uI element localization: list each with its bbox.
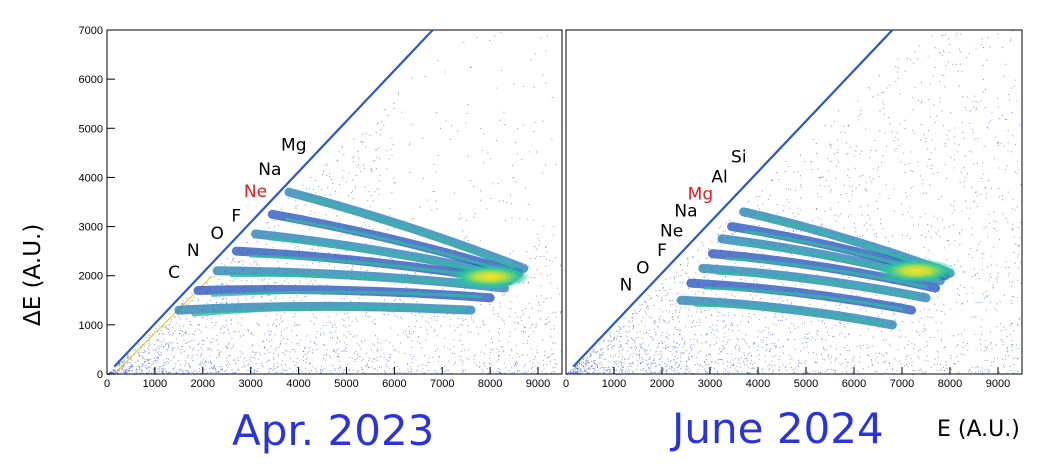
y-tick-label: 3000 [79,222,103,234]
x-tick-label: 0 [563,378,569,390]
y-tick-label: 0 [97,369,103,381]
x-tick-label: 1000 [602,378,626,390]
element-label-na: Na [258,160,281,180]
x-tick-label: 4000 [286,378,310,390]
element-label-al: Al [711,167,727,187]
x-tick-label: 6000 [842,378,866,390]
element-label-n: N [187,241,200,261]
x-tick-label: 2000 [191,378,215,390]
left-panel-caption: Apr. 2023 [232,410,434,452]
panel-1: 0 1000 2000 3000 4000 5000 6000 7000 8000 9000 0 10… [79,25,563,390]
x-tick-label: 5000 [334,378,358,390]
x-tick-label: 2000 [650,378,674,390]
element-label-o: O [210,224,223,244]
x-tick-label: 5000 [794,378,818,390]
y-axis-label: ΔE (A.U.) [20,176,50,206]
x-tick-label: 8000 [478,378,502,390]
x-tick-label: 9000 [526,378,550,390]
plot-frame [566,30,1022,374]
y-tick-label: 5000 [79,123,103,135]
panel-2: 0 1000 2000 3000 4000 5000 6000 7000 8000 9000 NOF… [563,30,1023,390]
element-label-n: N [620,275,633,295]
y-tick-label: 4000 [79,172,103,184]
element-label-f: F [657,241,667,261]
element-label-f: F [231,207,241,227]
element-label-o: O [636,258,649,278]
element-label-na: Na [674,202,697,222]
y-tick-label: 1000 [79,320,103,332]
element-label-si: Si [731,148,747,168]
x-tick-label: 6000 [382,378,406,390]
x-tick-label: 9000 [986,378,1010,390]
right-panel-caption: June 2024 [672,408,884,450]
y-tick-label: 7000 [79,25,103,37]
y-tick-label: 2000 [79,271,103,283]
y-tick-label: 6000 [79,74,103,86]
element-label-ne: Ne [660,221,683,241]
x-tick-label: 0 [104,378,110,390]
x-tick-label: 7000 [430,378,454,390]
x-tick-label: 3000 [238,378,262,390]
element-label-ne: Ne [244,182,267,202]
x-tick-label: 4000 [746,378,770,390]
x-tick-label: 1000 [143,378,167,390]
x-axis-label: E (A.U.) [937,417,1020,442]
x-tick-label: 3000 [698,378,722,390]
intensity-peak [876,259,956,283]
element-label-mg: Mg [688,185,713,205]
x-tick-label: 7000 [890,378,914,390]
intensity-peak [450,265,530,289]
element-label-c: C [168,263,180,283]
x-tick-label: 8000 [938,378,962,390]
element-label-mg: Mg [281,135,306,155]
